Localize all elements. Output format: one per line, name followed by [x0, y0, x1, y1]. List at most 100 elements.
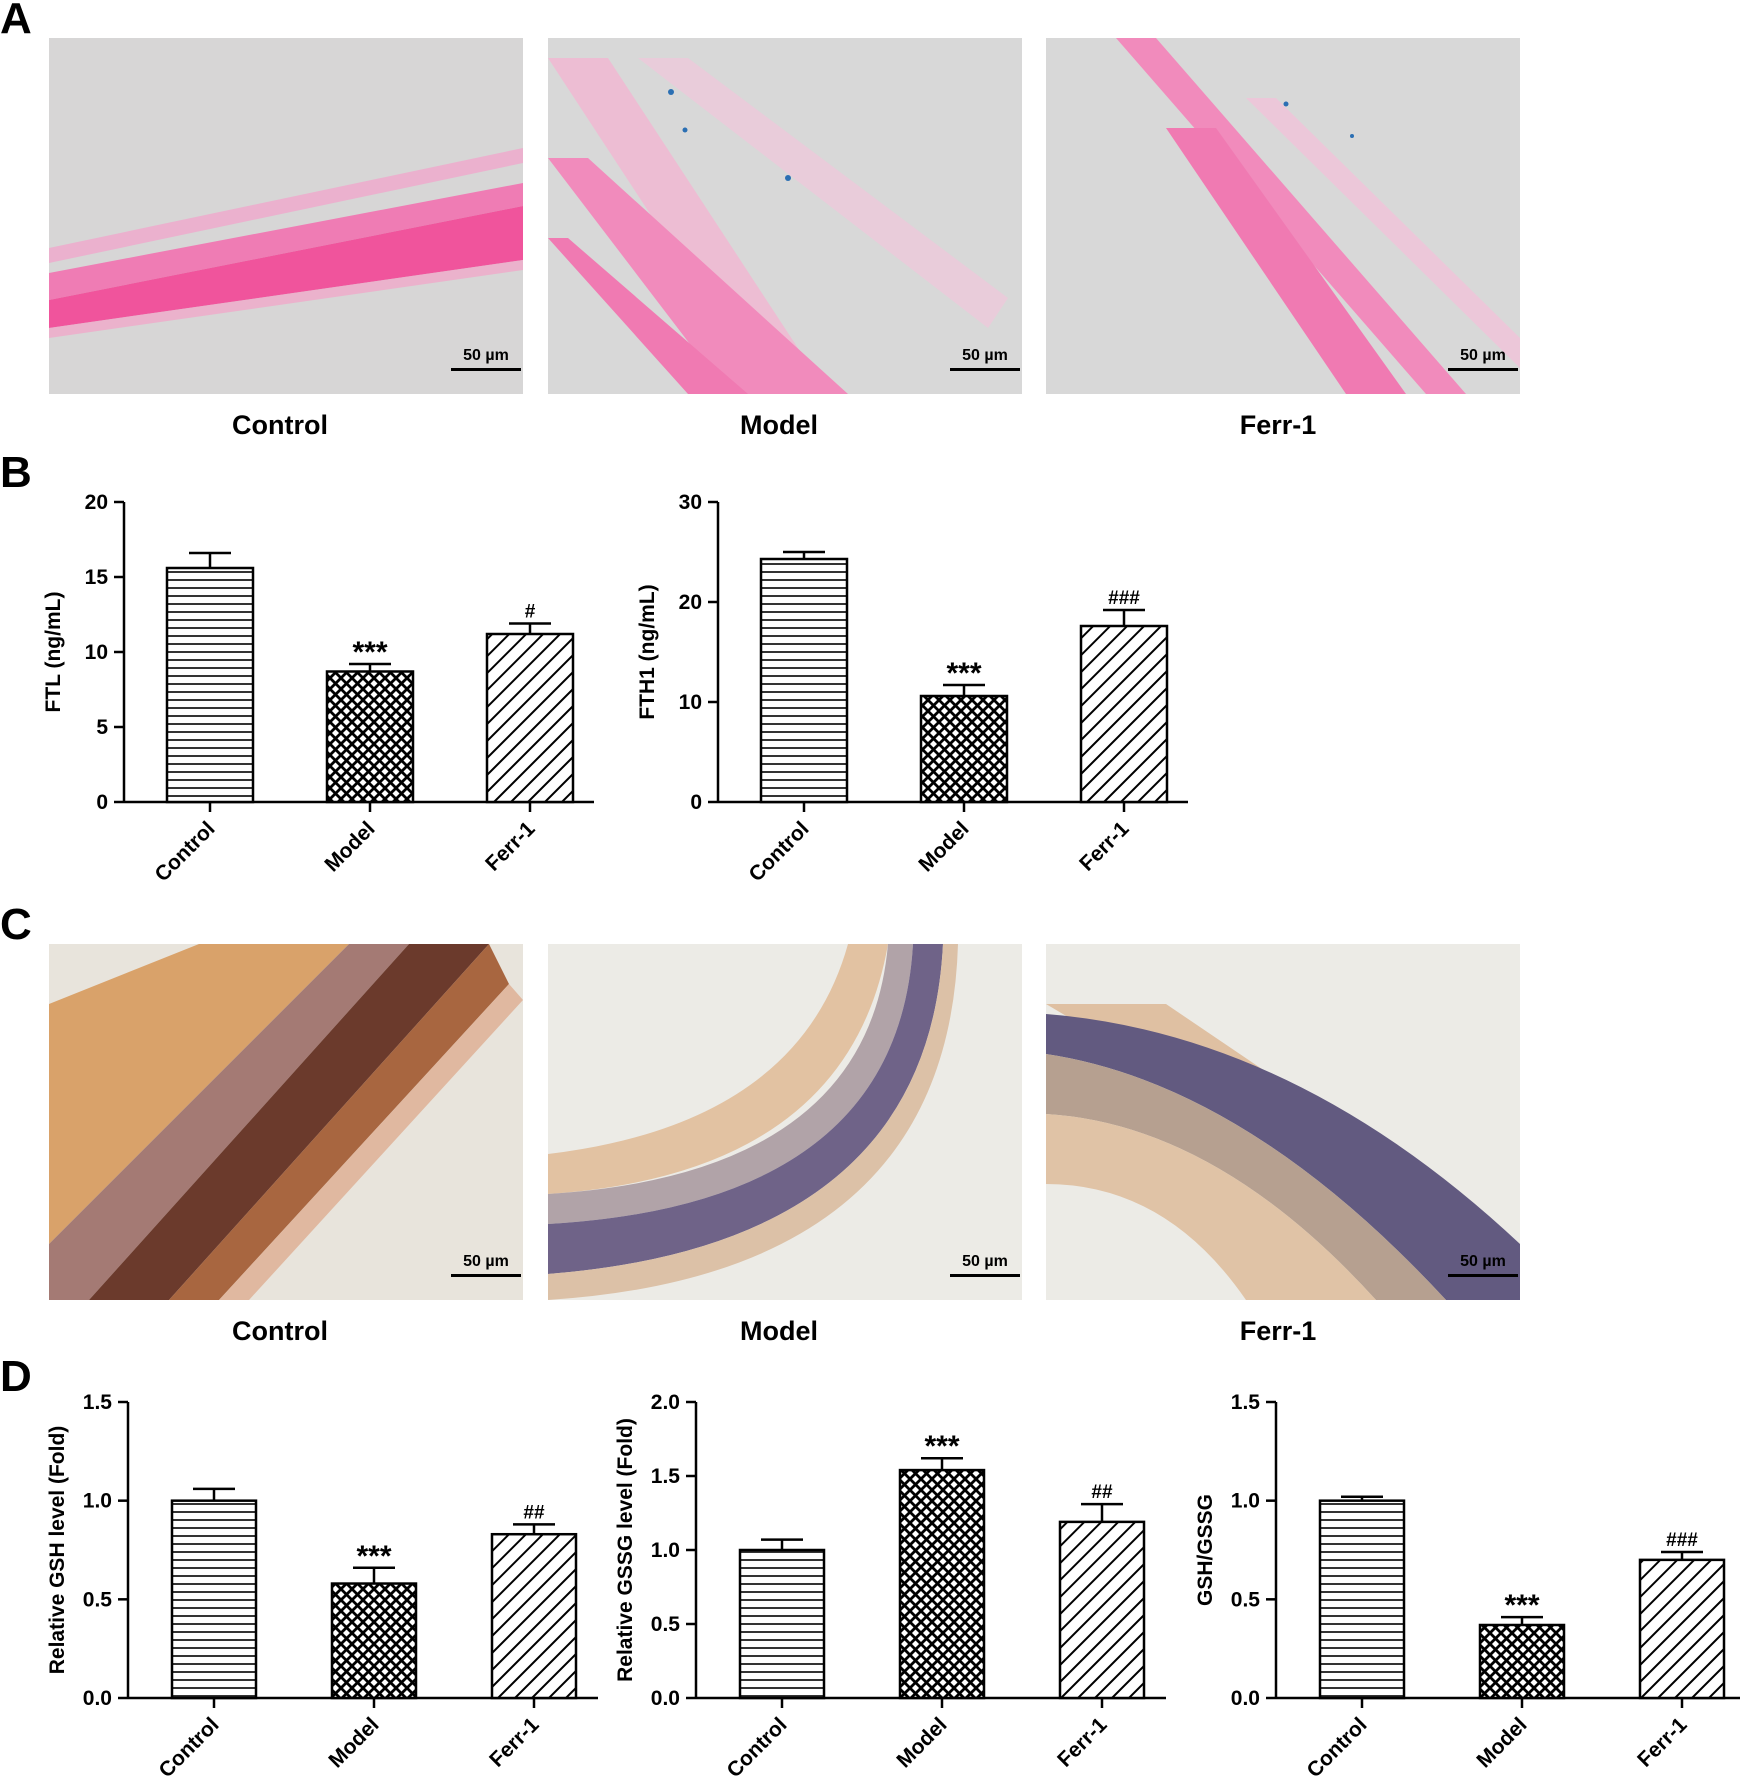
micrograph-c-control [49, 944, 523, 1300]
bar-model [1478, 1623, 1566, 1700]
y-tick-label: 0.5 [1231, 1588, 1261, 1611]
micrograph-a-ferr1 [1046, 38, 1520, 394]
chart-svg: 0 10 20 30 FTH1 (ng/mL) Control *** Model ### Fer… [636, 491, 1188, 886]
chart-svg: 0.0 0.5 1.0 1.5 2.0 Relative GSSG level (Fold… [614, 1391, 1166, 1782]
y-tick-label: 20 [85, 491, 108, 514]
bar-model [919, 694, 1009, 804]
significance-ferr-1: # [525, 602, 536, 623]
y-tick-label: 10 [85, 641, 108, 664]
y-tick-label: 0.5 [651, 1613, 681, 1636]
significance-model: *** [924, 1430, 959, 1463]
x-tick-label-ferr-1: Ferr-1 [481, 817, 540, 876]
y-tick-label: 1.0 [1231, 1490, 1260, 1513]
y-axis-label: FTL (ng/mL) [42, 592, 65, 713]
x-tick-label-model: Model [320, 817, 379, 876]
scale-bar-line [451, 368, 521, 371]
scale-bar-label: 50 µm [962, 347, 1008, 364]
bar-control [1318, 1499, 1406, 1700]
chart-svg: 0.0 0.5 1.0 1.5 Relative GSH level (Fold) Con… [46, 1391, 598, 1782]
y-tick-label: 1.0 [83, 1490, 112, 1513]
significance-ferr-1: ### [1108, 588, 1140, 609]
y-tick-label: 1.5 [83, 1391, 113, 1414]
x-tick-label-model: Model [324, 1713, 383, 1772]
y-axis-label: Relative GSH level (Fold) [46, 1426, 69, 1675]
panel-label-c: C [0, 900, 32, 949]
scale-bar-label: 50 µm [1460, 1253, 1506, 1270]
chart-gsh-gssg-ratio: 0.0 0.5 1.0 1.5 GSH/GSSG Control *** Model ### Fe… [1160, 1380, 1740, 1789]
micrograph-c-ferr1 [1046, 944, 1520, 1300]
y-tick-label: 1.5 [651, 1465, 681, 1488]
scale-bar-label: 50 µm [463, 1253, 509, 1270]
scale-bar-line [1448, 368, 1518, 371]
y-tick-label: 15 [85, 566, 109, 589]
chart-svg: 0.0 0.5 1.0 1.5 GSH/GSSG Control *** Model ### Fe… [1194, 1391, 1740, 1782]
bar-control [170, 1499, 258, 1700]
bar-control [759, 557, 849, 804]
bar-ferr-1 [1638, 1558, 1726, 1700]
bar-ferr-1 [490, 1532, 578, 1700]
micrograph-a-model [548, 38, 1022, 394]
bar-model [325, 670, 415, 804]
x-tick-label-ferr-1: Ferr-1 [485, 1713, 544, 1772]
y-axis-label: Relative GSSG level (Fold) [614, 1418, 637, 1682]
x-tick-label-control: Control [150, 817, 219, 886]
scale-bar-a-control: 50 µm [451, 347, 521, 371]
bar-model [330, 1582, 418, 1700]
significance-model: *** [1504, 1589, 1539, 1622]
caption-a-ferr1: Ferr-1 [1239, 410, 1317, 440]
panel-label-a: A [0, 0, 32, 43]
y-tick-label: 0.0 [1231, 1687, 1260, 1710]
caption-a-control: Control [232, 410, 328, 440]
scale-bar-line [950, 368, 1020, 371]
y-axis-label: GSH/GSSG [1194, 1494, 1217, 1606]
bar-ferr-1 [485, 632, 575, 804]
y-tick-label: 5 [96, 716, 108, 739]
scale-bar-a-ferr1: 50 µm [1448, 347, 1518, 371]
scale-bar-label: 50 µm [463, 347, 509, 364]
caption-c-control: Control [232, 1316, 328, 1346]
x-tick-label-control: Control [744, 817, 813, 886]
y-tick-label: 10 [679, 691, 702, 714]
x-tick-label-model: Model [1472, 1713, 1531, 1772]
bar-control [738, 1548, 826, 1700]
y-tick-label: 20 [679, 591, 702, 614]
x-tick-label-model: Model [892, 1713, 951, 1772]
significance-ferr-1: ### [1666, 1530, 1698, 1551]
significance-model: *** [946, 657, 981, 690]
y-tick-label: 30 [679, 491, 702, 514]
y-tick-label: 0.0 [651, 1687, 680, 1710]
y-tick-label: 1.5 [1231, 1391, 1261, 1414]
scale-bar-c-ferr1: 50 µm [1448, 1253, 1518, 1277]
chart-svg: 0 5 10 15 20 FTL (ng/mL) Control *** Model # Ferr-… [42, 491, 594, 886]
y-tick-label: 0.0 [83, 1687, 112, 1710]
x-tick-label-control: Control [1302, 1713, 1371, 1782]
y-tick-label: 2.0 [651, 1391, 680, 1414]
significance-model: *** [352, 636, 387, 669]
scale-bar-line [950, 1274, 1020, 1277]
bar-model [898, 1468, 986, 1700]
chart-gssg: 0.0 0.5 1.0 1.5 2.0 Relative GSSG level (Fold… [580, 1380, 1166, 1789]
y-tick-label: 0 [690, 791, 702, 814]
bar-ferr-1 [1058, 1520, 1146, 1700]
y-tick-label: 0 [96, 791, 108, 814]
scale-bar-line [451, 1274, 521, 1277]
significance-model: *** [356, 1540, 391, 1573]
x-tick-label-control: Control [722, 1713, 791, 1782]
x-tick-label-model: Model [914, 817, 973, 876]
y-tick-label: 0.5 [83, 1588, 113, 1611]
y-axis-label: FTH1 (ng/mL) [636, 584, 659, 719]
scale-bar-c-model: 50 µm [950, 1253, 1020, 1277]
panel-label-b: B [0, 448, 32, 497]
scale-bar-a-model: 50 µm [950, 347, 1020, 371]
caption-c-ferr1: Ferr-1 [1239, 1316, 1317, 1346]
micrograph-a-control [49, 38, 523, 394]
chart-fth1: 0 10 20 30 FTH1 (ng/mL) Control *** Model ### Fer… [576, 480, 1188, 900]
significance-ferr-1: ## [1091, 1482, 1113, 1503]
panel-label-d: D [0, 1352, 32, 1401]
caption-a-model: Model [740, 410, 818, 440]
y-tick-label: 1.0 [651, 1539, 680, 1562]
scale-bar-c-control: 50 µm [451, 1253, 521, 1277]
significance-ferr-1: ## [523, 1502, 545, 1523]
x-tick-label-ferr-1: Ferr-1 [1075, 817, 1134, 876]
scale-bar-label: 50 µm [1460, 347, 1506, 364]
